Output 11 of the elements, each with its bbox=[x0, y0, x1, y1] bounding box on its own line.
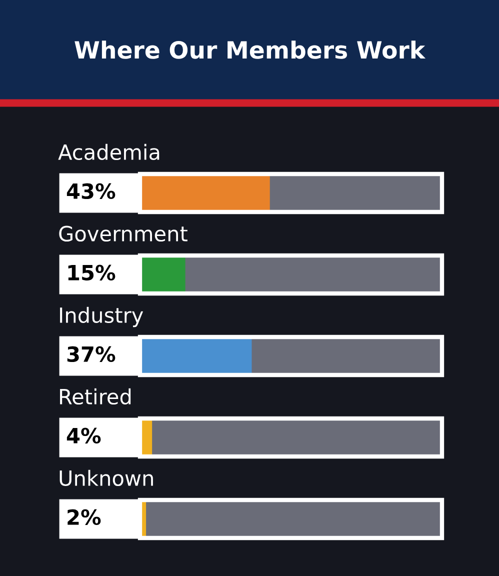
data-label: 15% bbox=[68, 264, 116, 281]
chart-title: Where Our Members Work bbox=[74, 40, 426, 59]
data-label: 4% bbox=[66, 428, 101, 444]
y-tick-label: Unknown bbox=[60, 470, 153, 486]
data-label: 2% bbox=[68, 509, 101, 526]
y-tick-label: Retired bbox=[60, 388, 131, 405]
y-tick-label: Government bbox=[59, 226, 188, 242]
data-label: 37% bbox=[67, 346, 116, 362]
y-tick-label: Academia bbox=[58, 144, 160, 160]
data-label: 43% bbox=[66, 183, 116, 200]
y-tick-label: Industry bbox=[60, 306, 144, 328]
